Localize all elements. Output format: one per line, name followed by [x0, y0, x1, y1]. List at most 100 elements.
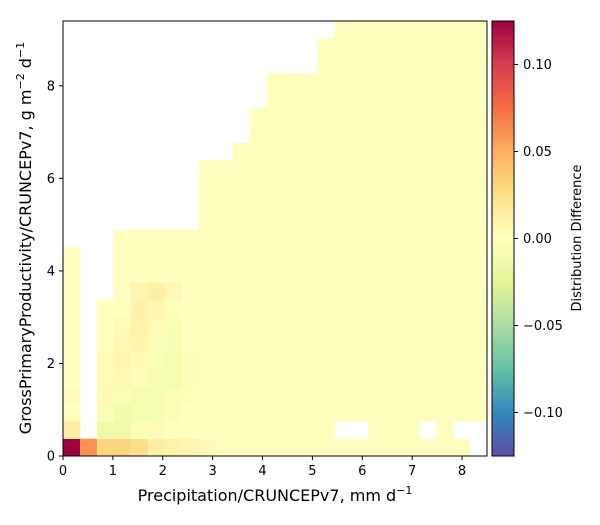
- heatmap-cell: [181, 282, 200, 300]
- heatmap-cell: [334, 247, 352, 265]
- heatmap-cell: [283, 334, 301, 352]
- heatmap-cell: [266, 403, 284, 422]
- heatmap-cell: [300, 299, 318, 318]
- heatmap-cell: [402, 299, 420, 318]
- x-tick-label: 0: [59, 464, 67, 479]
- x-axis-ticks: 0 1 2 3 4 5 6 7 8: [59, 456, 466, 479]
- heatmap-cell: [470, 247, 488, 265]
- heatmap-cell: [470, 160, 488, 178]
- colorbar: [491, 20, 515, 457]
- heatmap-cell: [283, 403, 301, 422]
- heatmap-cell: [419, 438, 437, 457]
- x-tick-label: 4: [258, 464, 266, 479]
- heatmap-cell: [147, 351, 166, 370]
- heatmap-cell: [113, 316, 132, 335]
- plot-frame: [62, 20, 488, 457]
- heatmap-cell: [317, 316, 335, 335]
- heatmap-cell: [419, 229, 437, 248]
- heatmap-cell: [63, 403, 81, 422]
- heatmap-cell: [402, 264, 420, 283]
- heatmap-cell: [249, 229, 267, 248]
- heatmap-cell: [232, 386, 250, 405]
- heatmap-cell: [419, 55, 437, 74]
- heatmap-cell: [334, 438, 352, 457]
- heatmap-cell: [113, 334, 132, 352]
- heatmap-cell: [147, 334, 166, 352]
- heatmap-cell: [283, 421, 301, 439]
- heatmap-cell: [232, 351, 250, 370]
- heatmap-cell: [385, 386, 403, 405]
- heatmap-cell: [436, 264, 454, 283]
- heatmap-cell: [317, 247, 335, 265]
- heatmap-cell: [334, 316, 352, 335]
- heatmap-cell: [300, 403, 318, 422]
- heatmap-cell: [368, 403, 386, 422]
- heatmap-cell: [164, 369, 183, 387]
- heatmap-cell: [249, 282, 267, 300]
- heatmap-cell: [453, 125, 471, 144]
- heatmap-cell: [181, 264, 200, 283]
- heatmap-cell: [317, 125, 335, 144]
- heatmap-cell: [266, 334, 284, 352]
- x-tick-label: 7: [408, 464, 416, 479]
- heatmap-cell: [436, 229, 454, 248]
- heatmap-cell: [402, 142, 420, 161]
- heatmap-cell: [113, 351, 132, 370]
- heatmap-cell: [419, 212, 437, 231]
- heatmap-cell: [436, 90, 454, 109]
- heatmap-cell: [147, 229, 166, 248]
- heatmap-cell: [334, 73, 352, 91]
- heatmap-cell: [266, 351, 284, 370]
- heatmap-cell: [215, 386, 233, 405]
- heatmap-cell: [215, 334, 233, 352]
- colorbar-ticks: 0.10 0.05 0.00 −0.05 −0.10: [514, 58, 563, 421]
- heatmap-cell: [96, 334, 115, 352]
- heatmap-cell: [232, 299, 250, 318]
- heatmap-cell: [283, 125, 301, 144]
- heatmap-cell: [385, 160, 403, 178]
- heatmap-cell: [402, 195, 420, 213]
- heatmap-cell: [266, 264, 284, 283]
- heatmap-cell: [300, 142, 318, 161]
- heatmap-cell: [96, 369, 115, 387]
- heatmap-cell: [351, 386, 369, 405]
- heatmap-cell: [79, 438, 98, 457]
- heatmap-cell: [266, 108, 284, 126]
- heatmap-cell: [453, 90, 471, 109]
- heatmap-cell: [402, 38, 420, 57]
- heatmap-cell: [198, 195, 217, 213]
- heatmap-cell: [402, 108, 420, 126]
- heatmap-cell: [249, 142, 267, 161]
- heatmap-cell: [283, 299, 301, 318]
- heatmap-cell: [266, 160, 284, 178]
- heatmap-cell: [368, 229, 386, 248]
- heatmap-cell: [351, 55, 369, 74]
- heatmap-cell: [249, 421, 267, 439]
- heatmap-cell: [283, 386, 301, 405]
- heatmap-cell: [198, 229, 217, 248]
- heatmap-cell: [147, 247, 166, 265]
- heatmap-cell: [436, 21, 454, 39]
- heatmap-cell: [266, 212, 284, 231]
- heatmap-cell: [164, 403, 183, 422]
- heatmap-cell: [368, 369, 386, 387]
- heatmap-cell: [317, 282, 335, 300]
- heatmap-cell: [300, 90, 318, 109]
- heatmap-cell: [351, 90, 369, 109]
- heatmap-cell: [63, 386, 81, 405]
- heatmap-cell: [385, 282, 403, 300]
- heatmap-cell: [351, 264, 369, 283]
- heatmap-cell: [266, 195, 284, 213]
- heatmap-cell: [215, 369, 233, 387]
- heatmap-cell: [266, 421, 284, 439]
- colorbar-tick-label: −0.05: [523, 319, 563, 334]
- heatmap-cell: [470, 212, 488, 231]
- heatmap-cell: [266, 229, 284, 248]
- heatmap-cell: [198, 438, 217, 457]
- heatmap-cell: [470, 351, 488, 370]
- heatmap-cell: [113, 229, 132, 248]
- heatmap-cell: [266, 316, 284, 335]
- heatmap-cell: [368, 73, 386, 91]
- heatmap-cell: [368, 316, 386, 335]
- heatmap-cell: [283, 247, 301, 265]
